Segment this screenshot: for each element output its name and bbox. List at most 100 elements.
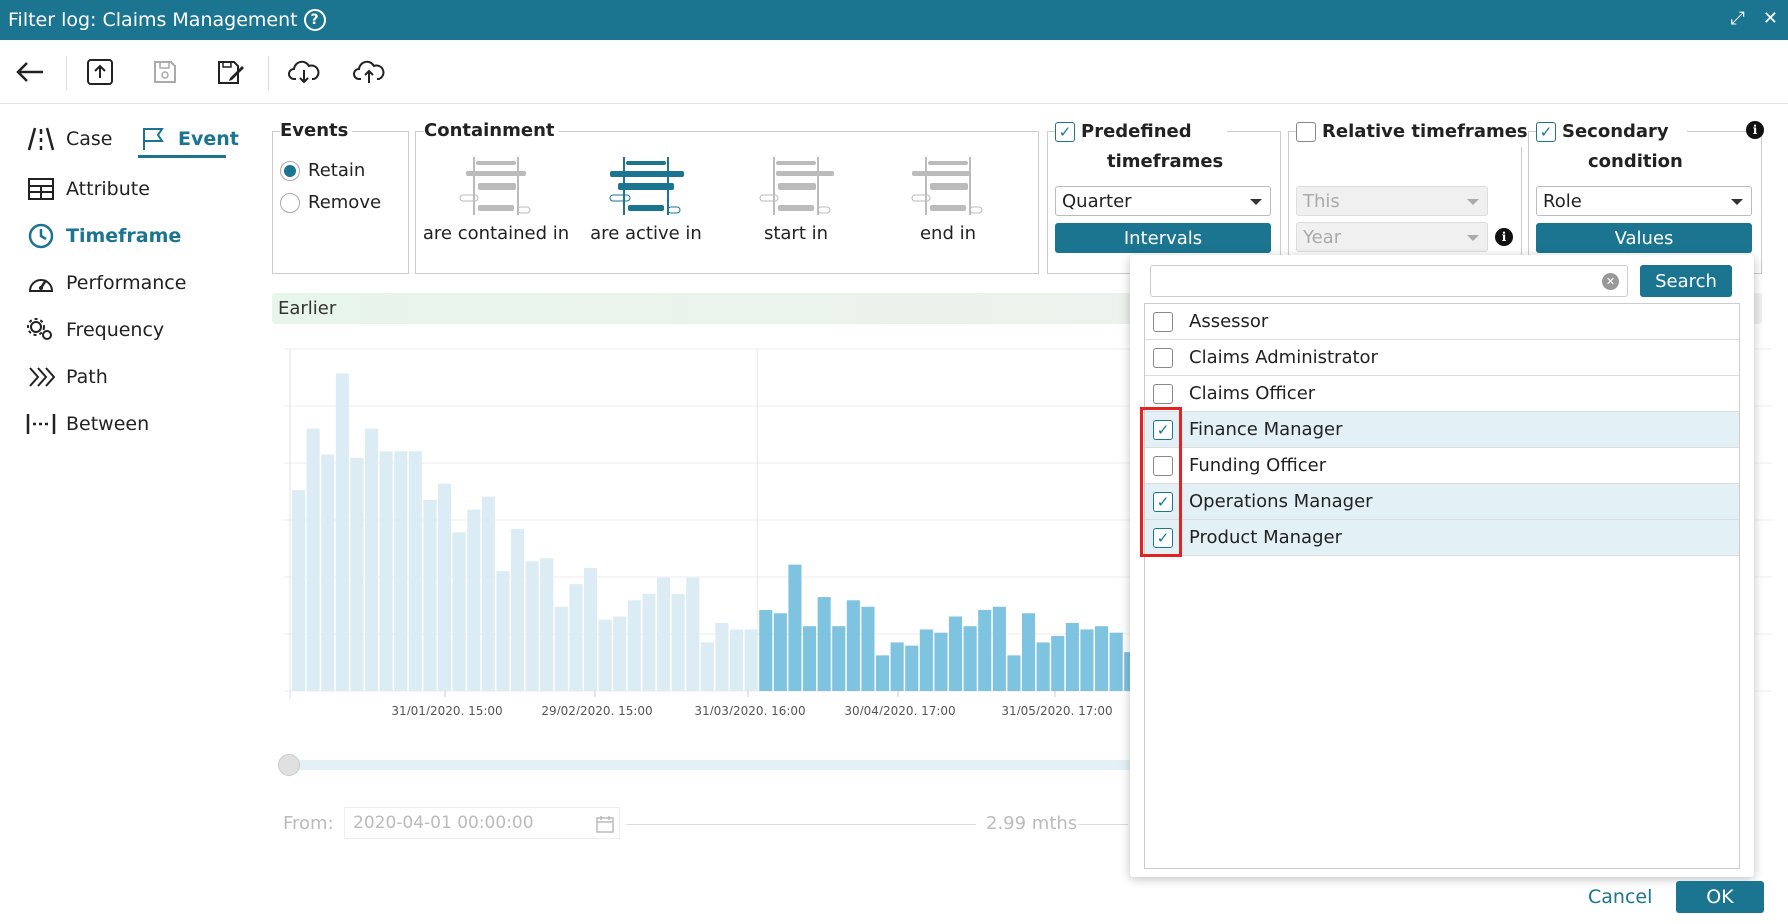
x-tick-label: 31/05/2020, 17:00 <box>1001 704 1112 715</box>
cloud-upload-icon[interactable] <box>351 54 387 90</box>
sidebar-item-path[interactable]: Path <box>26 362 108 392</box>
calendar-icon[interactable] <box>596 815 614 837</box>
duration-label: 2.99 mths <box>986 813 1078 834</box>
contained-in-option[interactable]: are contained in <box>421 155 571 244</box>
sidebar-item-label: Attribute <box>66 178 150 200</box>
list-item[interactable]: Funding Officer <box>1145 448 1739 484</box>
window-title: Filter log: Claims Management <box>8 9 298 31</box>
checkbox[interactable] <box>1153 491 1173 512</box>
sidebar-item-between[interactable]: Between <box>26 409 149 439</box>
start-in-option[interactable]: start in <box>721 155 871 244</box>
list-item[interactable]: Finance Manager <box>1145 412 1739 448</box>
secondary-checkbox[interactable]: Secondary condition <box>1536 117 1687 177</box>
info-icon[interactable]: i <box>1746 121 1764 139</box>
chart-bar <box>744 629 758 691</box>
chart-bar <box>350 457 364 691</box>
chart-bar <box>1080 629 1094 691</box>
checkbox[interactable] <box>1153 419 1173 440</box>
predefined-label-line1: Predefined <box>1081 121 1192 142</box>
maximize-icon[interactable]: ⤢ <box>1730 8 1745 29</box>
relative-checkbox[interactable]: Relative timeframes <box>1296 117 1532 147</box>
checkbox[interactable] <box>1153 311 1173 332</box>
chart-bar <box>919 629 933 691</box>
search-button[interactable]: Search <box>1640 265 1732 297</box>
ok-button[interactable]: OK <box>1676 881 1764 913</box>
list-item-label: Funding Officer <box>1189 455 1327 476</box>
end-in-icon <box>911 157 983 215</box>
chart-bar <box>613 616 627 691</box>
list-item[interactable]: Product Manager <box>1145 520 1739 556</box>
tab-event[interactable]: Event <box>138 124 239 154</box>
active-in-option[interactable]: are active in <box>571 155 721 244</box>
radio-dot[interactable] <box>280 192 300 213</box>
end-in-label: end in <box>919 223 977 244</box>
sidebar-item-attribute[interactable]: Attribute <box>26 174 150 204</box>
x-tick-label: 29/02/2020, 15:00 <box>541 704 652 715</box>
checkbox[interactable] <box>1055 122 1075 142</box>
checkbox[interactable] <box>1536 122 1556 142</box>
relative-unit-select[interactable]: Year <box>1296 222 1488 252</box>
chevron-down-icon <box>1250 199 1262 205</box>
from-date-input[interactable]: 2020-04-01 00:00:00 <box>344 807 620 839</box>
sidebar-item-timeframe[interactable]: Timeframe <box>26 221 181 251</box>
end-in-option[interactable]: end in <box>873 155 1023 244</box>
chart-bar <box>759 610 773 691</box>
range-slider-handle[interactable] <box>278 754 300 776</box>
radio-dot[interactable] <box>280 160 300 181</box>
clear-icon[interactable]: ✕ <box>1602 273 1619 290</box>
relative-period-select[interactable]: This <box>1296 186 1488 216</box>
list-item[interactable]: Assessor <box>1145 304 1739 340</box>
chart-bar <box>788 564 802 691</box>
attribute-select[interactable]: Role <box>1536 186 1752 216</box>
chart-bar <box>963 626 977 691</box>
remove-radio[interactable]: Remove <box>280 192 381 213</box>
save-as-icon[interactable] <box>213 54 249 90</box>
start-in-label: start in <box>763 223 829 244</box>
back-arrow-icon[interactable] <box>12 54 48 90</box>
chart-bar <box>554 606 568 691</box>
remove-label: Remove <box>308 192 382 213</box>
sidebar-item-performance[interactable]: Performance <box>26 268 186 298</box>
sidebar-item-frequency[interactable]: Frequency <box>26 315 164 345</box>
checkbox[interactable] <box>1296 122 1316 142</box>
chart-bar <box>1095 626 1109 691</box>
cloud-download-icon[interactable] <box>286 54 322 90</box>
predefined-checkbox[interactable]: Predefined timeframes <box>1055 117 1228 177</box>
values-search-input[interactable]: ✕ <box>1150 265 1628 297</box>
chart-bar <box>1022 613 1036 691</box>
retain-radio[interactable]: Retain <box>280 160 365 181</box>
checkbox[interactable] <box>1153 527 1173 548</box>
list-item[interactable]: Claims Administrator <box>1145 340 1739 376</box>
chart-bar <box>992 606 1006 691</box>
checkbox[interactable] <box>1153 383 1173 404</box>
chart-bar <box>832 626 846 691</box>
range-slider-track[interactable] <box>280 760 1750 770</box>
chart-bar <box>379 451 393 691</box>
checkbox[interactable] <box>1153 347 1173 368</box>
events-title: Events <box>280 120 353 141</box>
range-line <box>626 824 976 825</box>
help-icon[interactable]: ? <box>303 9 326 31</box>
info-icon[interactable]: i <box>1495 228 1513 246</box>
save-icon[interactable] <box>147 54 183 90</box>
chart-bar <box>438 483 452 691</box>
cancel-button[interactable]: Cancel <box>1588 886 1653 908</box>
gauge-icon <box>26 268 56 298</box>
values-button[interactable]: Values <box>1536 223 1752 253</box>
tab-case[interactable]: Case <box>26 124 113 154</box>
chart-bar <box>481 496 495 691</box>
checkbox[interactable] <box>1153 455 1173 476</box>
intervals-button[interactable]: Intervals <box>1055 223 1271 253</box>
upload-icon[interactable] <box>82 54 118 90</box>
sidebar-item-label: Between <box>66 413 150 435</box>
list-item-label: Assessor <box>1189 311 1269 332</box>
list-item[interactable]: Claims Officer <box>1145 376 1739 412</box>
predefined-label: Predefined timeframes <box>1081 117 1223 177</box>
chart-bar <box>657 577 671 691</box>
chart-bar <box>1036 642 1050 691</box>
chart-bar <box>1109 632 1123 691</box>
close-icon[interactable]: ✕ <box>1762 8 1778 29</box>
chart-bar <box>394 451 408 691</box>
list-item[interactable]: Operations Manager <box>1145 484 1739 520</box>
timeframe-select[interactable]: Quarter <box>1055 186 1271 216</box>
